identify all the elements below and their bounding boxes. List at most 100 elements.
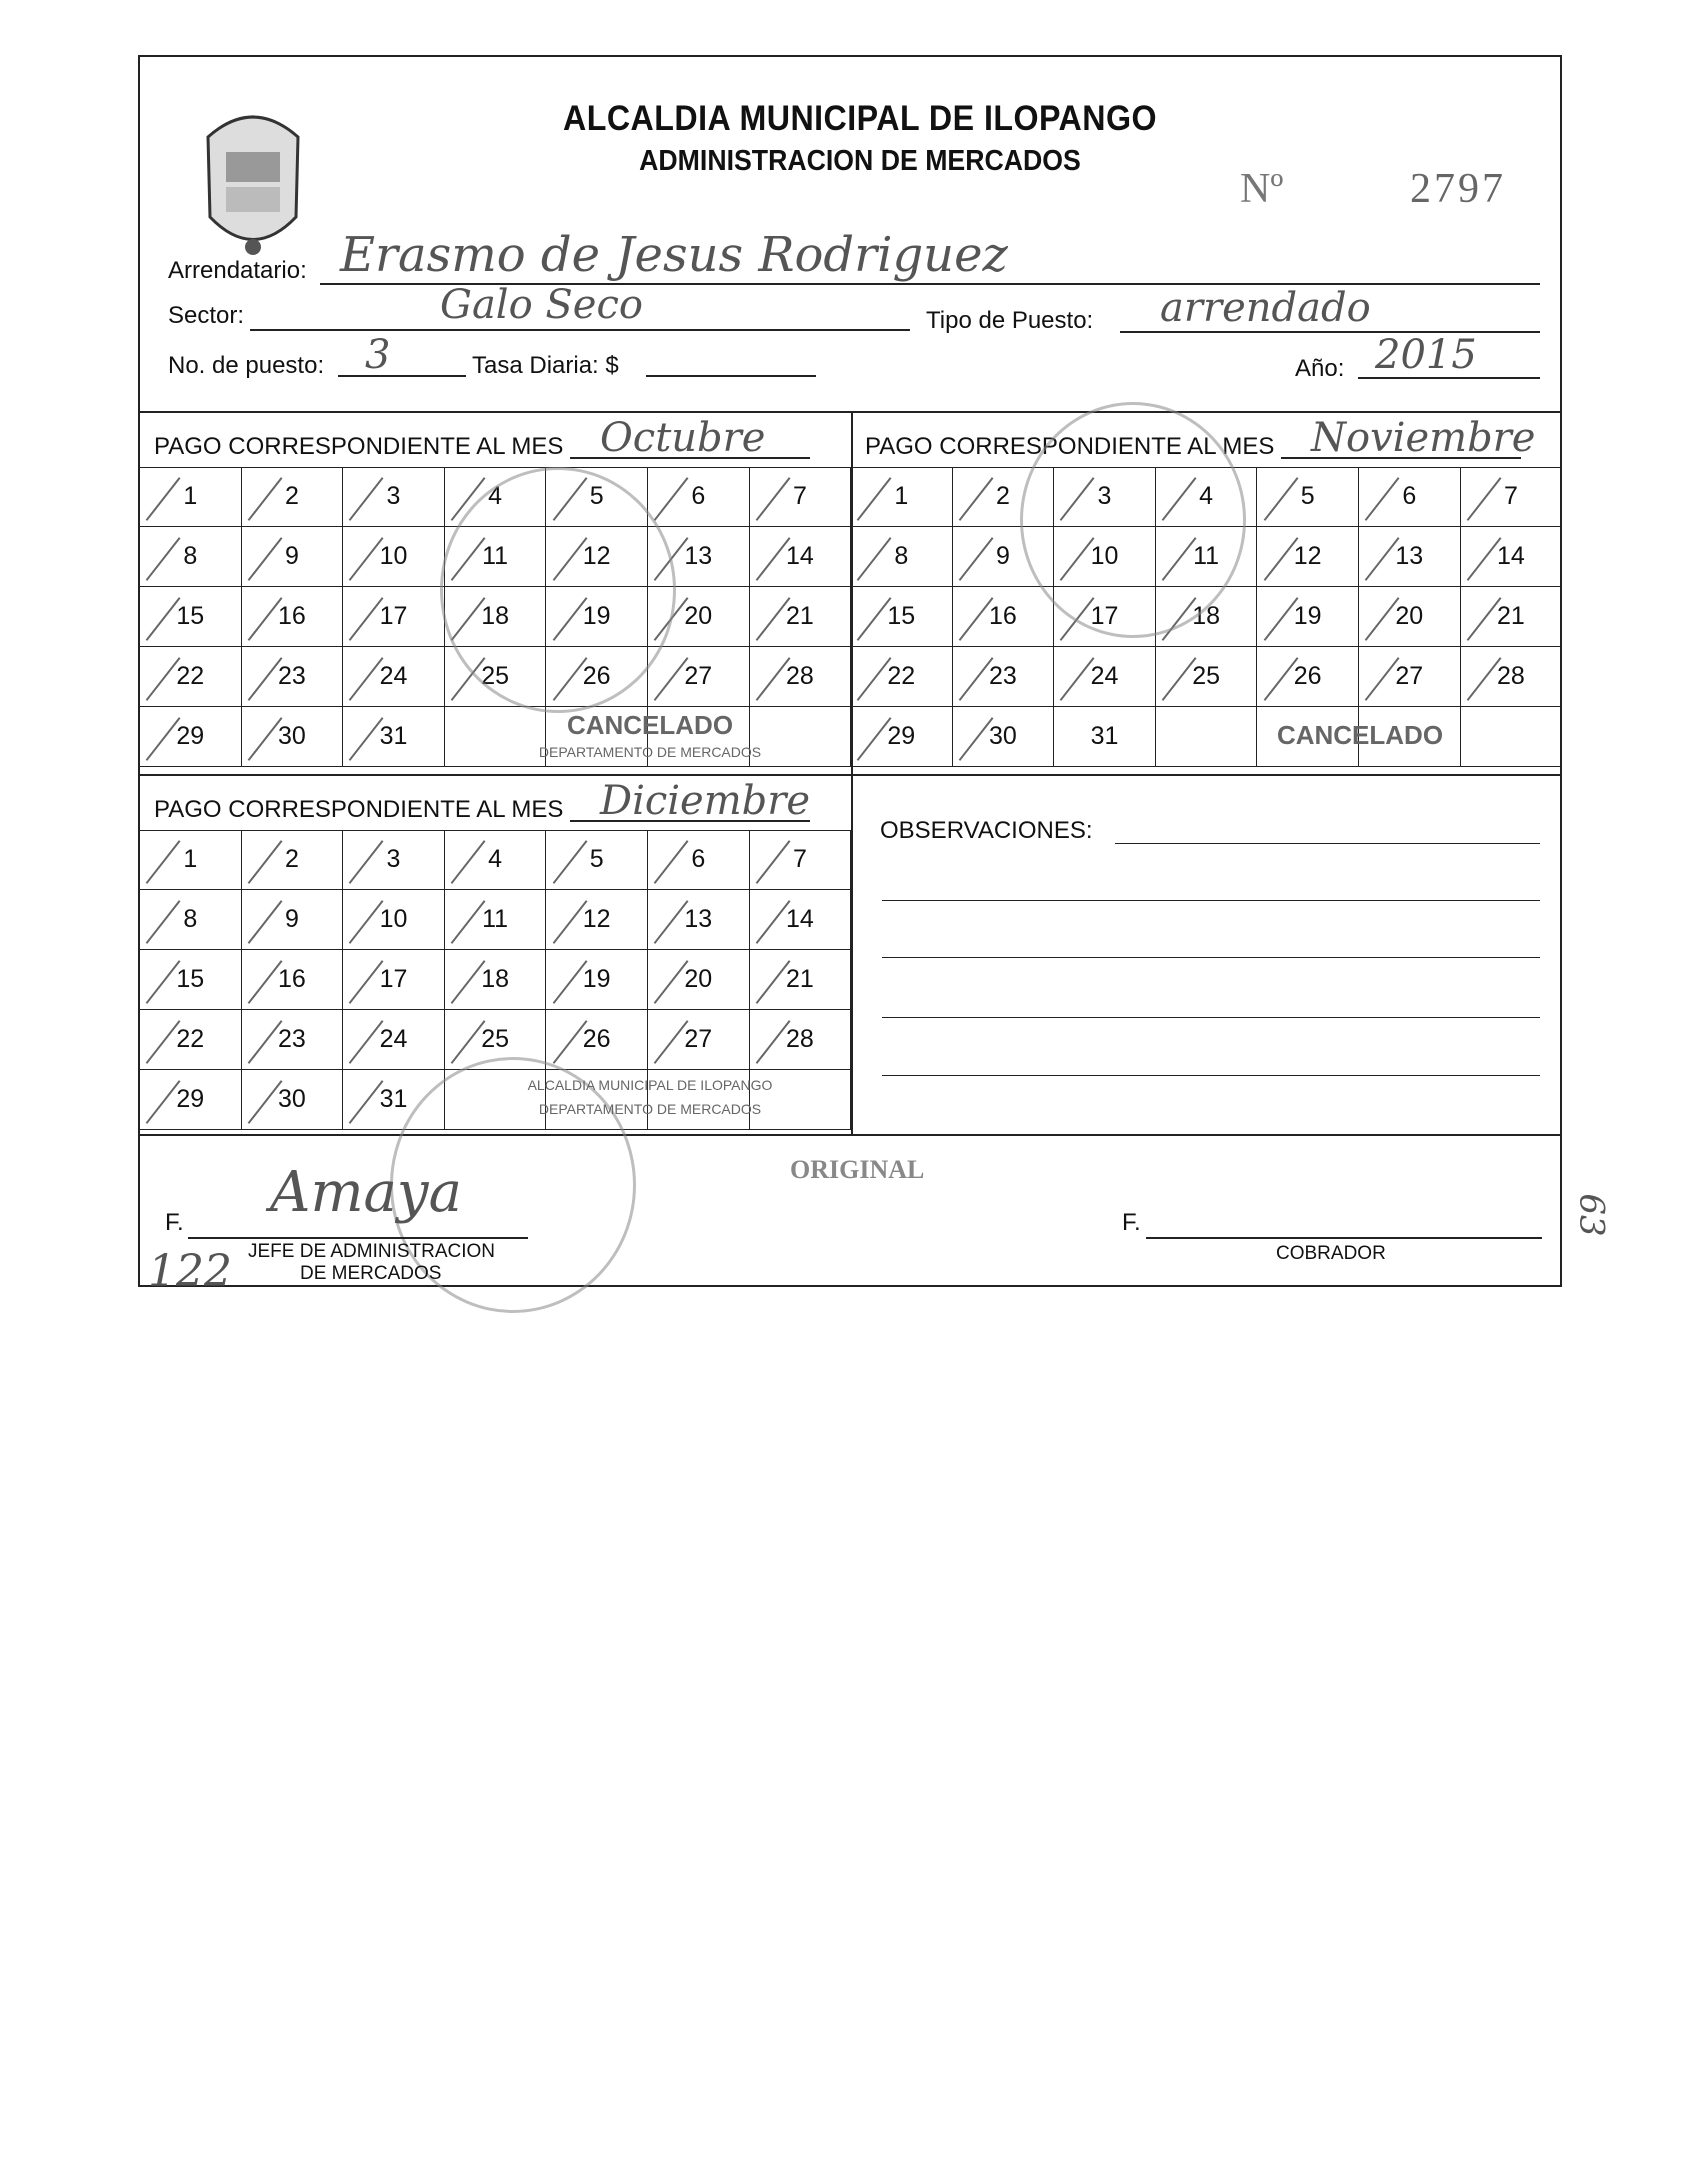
day-cell[interactable]: 27 bbox=[648, 1010, 750, 1070]
paid-check-mark bbox=[653, 959, 689, 1004]
paid-check-mark bbox=[856, 476, 892, 521]
day-cell[interactable]: 30 bbox=[952, 707, 1055, 767]
day-cell[interactable]: 29 bbox=[140, 707, 242, 767]
day-cell[interactable]: 15 bbox=[851, 587, 953, 647]
day-cell[interactable]: 31 bbox=[343, 707, 445, 767]
day-cell[interactable]: 16 bbox=[241, 950, 344, 1010]
paid-check-mark bbox=[1364, 476, 1400, 521]
day-cell[interactable]: 1 bbox=[851, 467, 953, 527]
day-cell[interactable]: 3 bbox=[343, 467, 445, 527]
day-cell[interactable]: 9 bbox=[241, 527, 344, 587]
day-cell[interactable]: 25 bbox=[1155, 647, 1258, 707]
observaciones-line[interactable] bbox=[1115, 843, 1540, 844]
grid-top-border bbox=[140, 467, 852, 468]
day-cell[interactable]: 8 bbox=[140, 890, 242, 950]
tipo-puesto-value[interactable]: arrendado bbox=[1160, 285, 1371, 331]
day-cell[interactable]: 21 bbox=[749, 950, 852, 1010]
day-cell[interactable]: 18 bbox=[444, 950, 547, 1010]
day-cell[interactable]: 19 bbox=[1257, 587, 1359, 647]
day-cell[interactable]: 5 bbox=[546, 830, 648, 890]
day-cell[interactable]: 4 bbox=[444, 830, 547, 890]
day-cell[interactable]: 23 bbox=[241, 1010, 344, 1070]
month-value[interactable]: Diciembre bbox=[600, 778, 811, 824]
day-cell[interactable]: 3 bbox=[343, 830, 445, 890]
day-cell[interactable]: 7 bbox=[749, 830, 852, 890]
day-number: 22 bbox=[176, 1025, 205, 1053]
day-cell[interactable]: 28 bbox=[749, 647, 852, 707]
day-cell[interactable]: 10 bbox=[343, 890, 445, 950]
day-cell[interactable]: 24 bbox=[343, 647, 445, 707]
day-cell[interactable]: 14 bbox=[749, 527, 852, 587]
day-cell[interactable]: 17 bbox=[343, 587, 445, 647]
day-cell[interactable]: 13 bbox=[648, 527, 750, 587]
day-cell[interactable]: 29 bbox=[140, 1070, 242, 1130]
arrendatario-value[interactable]: Erasmo de Jesus Rodriguez bbox=[340, 227, 1008, 283]
day-cell[interactable]: 27 bbox=[648, 647, 750, 707]
observaciones-line[interactable] bbox=[882, 1017, 1540, 1018]
day-cell[interactable]: 23 bbox=[241, 647, 344, 707]
puesto-value[interactable]: 3 bbox=[365, 332, 391, 378]
paid-check-mark bbox=[856, 716, 892, 761]
day-cell[interactable]: 20 bbox=[648, 950, 750, 1010]
day-cell[interactable]: 23 bbox=[952, 647, 1055, 707]
day-cell[interactable]: 14 bbox=[749, 890, 852, 950]
day-cell[interactable]: 2 bbox=[241, 830, 344, 890]
day-cell[interactable]: 20 bbox=[648, 587, 750, 647]
day-cell[interactable]: 1 bbox=[140, 830, 242, 890]
day-cell[interactable]: 11 bbox=[444, 890, 547, 950]
day-cell[interactable]: 26 bbox=[546, 1010, 648, 1070]
day-cell[interactable]: 22 bbox=[140, 647, 242, 707]
anio-value[interactable]: 2015 bbox=[1375, 332, 1477, 378]
day-cell[interactable]: 22 bbox=[140, 1010, 242, 1070]
paid-check-mark bbox=[653, 1019, 689, 1064]
day-cell[interactable]: 10 bbox=[343, 527, 445, 587]
day-cell[interactable]: 8 bbox=[851, 527, 953, 587]
day-cell[interactable]: 30 bbox=[241, 707, 344, 767]
day-cell[interactable]: 17 bbox=[343, 950, 445, 1010]
day-cell[interactable]: 1 bbox=[140, 467, 242, 527]
paid-check-mark bbox=[653, 656, 689, 701]
observaciones-line[interactable] bbox=[882, 1075, 1540, 1076]
day-cell[interactable]: 22 bbox=[851, 647, 953, 707]
day-cell[interactable]: 29 bbox=[851, 707, 953, 767]
sector-value[interactable]: Galo Seco bbox=[440, 282, 643, 328]
day-cell[interactable]: 7 bbox=[1460, 467, 1563, 527]
day-cell[interactable]: 5 bbox=[1257, 467, 1359, 527]
day-cell[interactable]: 2 bbox=[241, 467, 344, 527]
day-cell[interactable]: 16 bbox=[241, 587, 344, 647]
day-number: 28 bbox=[785, 662, 814, 690]
day-cell[interactable]: 15 bbox=[140, 950, 242, 1010]
day-cell[interactable]: 9 bbox=[241, 890, 344, 950]
day-cell[interactable]: 13 bbox=[648, 890, 750, 950]
day-cell[interactable]: 6 bbox=[648, 467, 750, 527]
day-cell[interactable]: 13 bbox=[1359, 527, 1461, 587]
day-cell[interactable]: 16 bbox=[952, 587, 1055, 647]
day-cell[interactable]: 26 bbox=[1257, 647, 1359, 707]
day-cell[interactable]: 31 bbox=[1054, 707, 1156, 767]
month-value[interactable]: Octubre bbox=[600, 415, 766, 461]
day-cell[interactable]: 12 bbox=[546, 890, 648, 950]
month-value[interactable]: Noviembre bbox=[1311, 415, 1536, 461]
day-cell[interactable]: 20 bbox=[1359, 587, 1461, 647]
day-cell[interactable]: 6 bbox=[648, 830, 750, 890]
observaciones-line[interactable] bbox=[882, 957, 1540, 958]
day-cell[interactable]: 19 bbox=[546, 950, 648, 1010]
day-cell[interactable]: 21 bbox=[1460, 587, 1563, 647]
empty-cell bbox=[749, 1070, 852, 1130]
day-cell[interactable]: 14 bbox=[1460, 527, 1563, 587]
day-cell[interactable]: 24 bbox=[1054, 647, 1156, 707]
day-cell[interactable]: 8 bbox=[140, 527, 242, 587]
day-cell[interactable]: 28 bbox=[1460, 647, 1563, 707]
day-cell[interactable]: 12 bbox=[1257, 527, 1359, 587]
day-number: 7 bbox=[792, 482, 807, 510]
day-cell[interactable]: 21 bbox=[749, 587, 852, 647]
day-cell[interactable]: 30 bbox=[241, 1070, 344, 1130]
day-cell[interactable]: 24 bbox=[343, 1010, 445, 1070]
day-cell[interactable]: 7 bbox=[749, 467, 852, 527]
day-cell[interactable]: 15 bbox=[140, 587, 242, 647]
day-cell[interactable]: 6 bbox=[1359, 467, 1461, 527]
day-cell[interactable]: 27 bbox=[1359, 647, 1461, 707]
observaciones-line[interactable] bbox=[882, 900, 1540, 901]
market-payment-card: ALCALDIA MUNICIPAL DE ILOPANGO ADMINISTR… bbox=[138, 55, 1563, 1313]
day-cell[interactable]: 28 bbox=[749, 1010, 852, 1070]
